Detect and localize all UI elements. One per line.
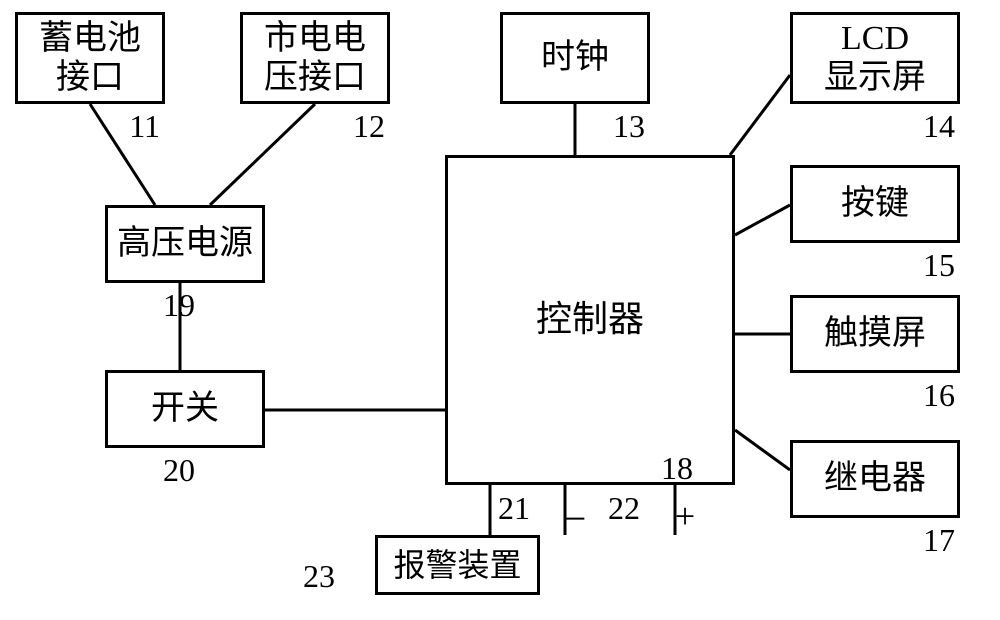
node-label: 高压电源 bbox=[117, 224, 253, 263]
node-touchscreen: 触摸屏 bbox=[790, 295, 960, 373]
ref-number-20: 20 bbox=[163, 452, 195, 489]
node-label: 触摸屏 bbox=[824, 314, 926, 353]
node-label: 开关 bbox=[151, 389, 219, 428]
ref-number-17: 17 bbox=[923, 522, 955, 559]
ref-number-22: 22 bbox=[608, 490, 640, 527]
ref-number-15: 15 bbox=[923, 247, 955, 284]
ref-number-12: 12 bbox=[353, 108, 385, 145]
node-label: 时钟 bbox=[541, 38, 609, 77]
node-clock: 时钟 bbox=[500, 12, 650, 104]
node-label: 蓄电池 接口 bbox=[39, 19, 141, 97]
ref-number-13: 13 bbox=[613, 108, 645, 145]
ref-number-21: 21 bbox=[498, 490, 530, 527]
node-alarm-device: 报警装置 bbox=[375, 535, 540, 595]
plus-icon: + bbox=[675, 495, 695, 537]
ref-number-18: 18 bbox=[661, 450, 693, 487]
node-controller: 控制器 bbox=[445, 155, 735, 485]
node-label: 报警装置 bbox=[393, 547, 521, 584]
node-mains-interface: 市电电 压接口 bbox=[240, 12, 390, 104]
node-label: LCD 显示屏 bbox=[824, 19, 926, 97]
ref-number-16: 16 bbox=[923, 377, 955, 414]
ref-number-11: 11 bbox=[129, 108, 160, 145]
node-label: 控制器 bbox=[536, 299, 644, 340]
ref-number-14: 14 bbox=[923, 108, 955, 145]
minus-icon: − bbox=[564, 495, 587, 542]
ref-number-19: 19 bbox=[163, 287, 195, 324]
ref-number-23: 23 bbox=[303, 558, 335, 595]
node-relay: 继电器 bbox=[790, 440, 960, 518]
diagram-stage: { "diagram": { "type": "block-diagram", … bbox=[0, 0, 1000, 620]
node-label: 市电电 压接口 bbox=[264, 19, 366, 97]
node-label: 继电器 bbox=[824, 459, 926, 498]
node-switch: 开关 bbox=[105, 370, 265, 448]
node-label: 按键 bbox=[841, 184, 909, 223]
node-hv-power-supply: 高压电源 bbox=[105, 205, 265, 283]
node-battery-interface: 蓄电池 接口 bbox=[15, 12, 165, 104]
node-lcd-display: LCD 显示屏 bbox=[790, 12, 960, 104]
node-keys: 按键 bbox=[790, 165, 960, 243]
